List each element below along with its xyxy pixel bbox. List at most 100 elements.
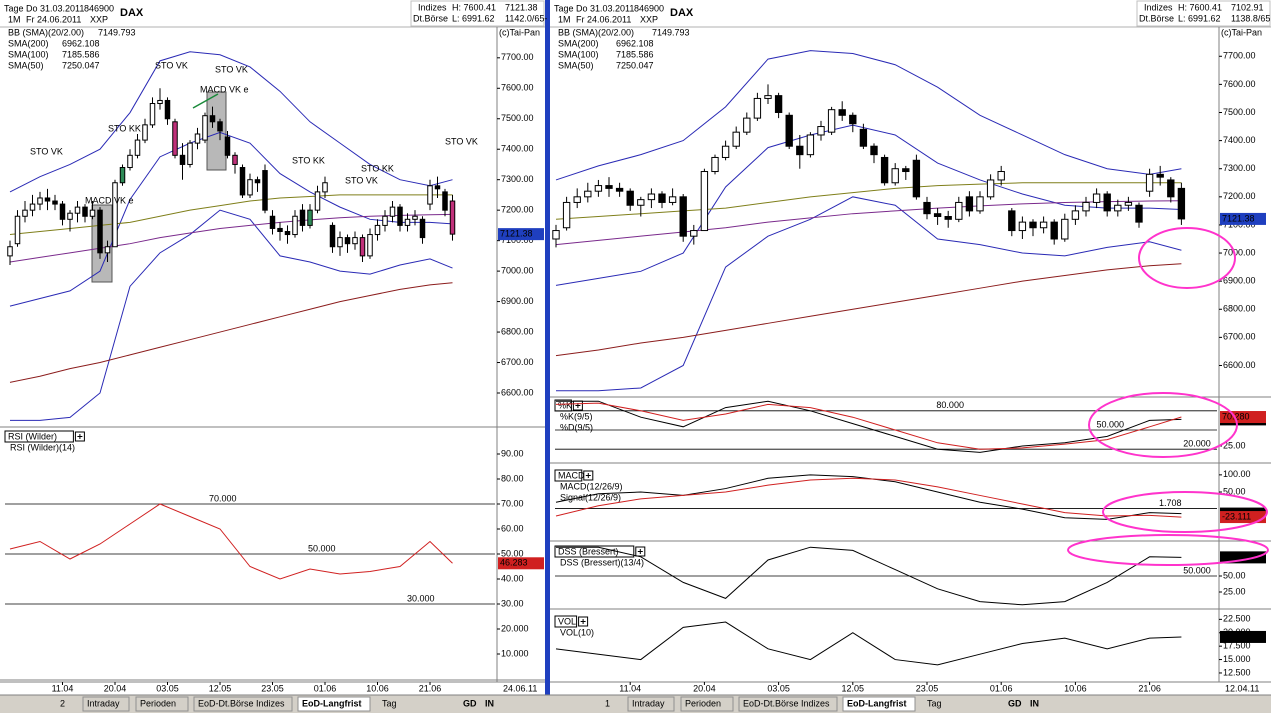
- x-tick-label: 20.04: [693, 683, 716, 693]
- legend-label: %K(9/5): [560, 411, 593, 421]
- header-end: Fr 24.06.2011: [26, 14, 81, 24]
- candle-body: [224, 136, 231, 156]
- candle-body: [97, 209, 103, 254]
- tab[interactable]: [738, 696, 838, 712]
- tab-label[interactable]: Intraday: [87, 698, 120, 708]
- copyright: (c)Tai-Pan: [1221, 27, 1262, 37]
- legend-label: Signal(12/26/9): [560, 492, 621, 502]
- last-value-label: 46.283: [500, 558, 528, 568]
- candle-body: [637, 199, 645, 206]
- candle-body: [626, 190, 634, 206]
- tab-number: 1: [605, 698, 610, 708]
- y-tick-label: 6600.00: [1223, 360, 1256, 370]
- candle-body: [721, 145, 730, 158]
- candle-body: [127, 154, 133, 169]
- toolbar-button[interactable]: IN: [485, 698, 494, 708]
- tab[interactable]: [135, 696, 189, 712]
- x-tick-label: 10.06: [366, 683, 389, 693]
- candle-body: [254, 179, 261, 184]
- tab-label[interactable]: Intraday: [632, 698, 665, 708]
- candle-body: [615, 187, 624, 192]
- toolbar-button[interactable]: IN: [1030, 698, 1039, 708]
- candle-body: [67, 212, 73, 220]
- panel-title-box: [554, 545, 635, 558]
- annotation: STO KK: [108, 123, 141, 133]
- period-select[interactable]: Tag: [382, 698, 397, 708]
- candle-body: [976, 196, 984, 212]
- y-tick-label: 6800.00: [1223, 304, 1256, 314]
- y-tick-label: 7700.00: [501, 52, 534, 62]
- candle-body: [838, 109, 846, 116]
- panel-title: RSI (Wilder): [8, 431, 57, 441]
- tab-label[interactable]: EoD-Dt.Börse Indizes: [198, 698, 285, 708]
- tab-label[interactable]: EoD-Langfrist: [302, 698, 362, 708]
- y-tick-label: 7200.00: [1223, 191, 1256, 201]
- panel-button-plus: [637, 549, 643, 554]
- candle-body: [209, 115, 216, 123]
- x-tick-label: 10.06: [1064, 683, 1087, 693]
- indicator-line: [555, 182, 1182, 220]
- tab-label[interactable]: EoD-Dt.Börse Indizes: [743, 698, 830, 708]
- annotation: MACD VK e: [200, 84, 249, 94]
- header-last: 7121.38: [505, 2, 538, 12]
- legend-label: SMA(50): [8, 60, 44, 70]
- tab[interactable]: [627, 696, 675, 712]
- candle-body: [7, 246, 13, 257]
- candle-body: [44, 197, 51, 202]
- legend-value: 7185.586: [616, 49, 654, 59]
- candle-body: [104, 246, 111, 254]
- y-tick-label: 7000.00: [501, 265, 534, 275]
- tab[interactable]: [193, 696, 293, 712]
- y-tick-label: 70.00: [501, 498, 524, 508]
- highlight-ellipse: [1102, 491, 1268, 533]
- candle-body: [142, 124, 148, 141]
- tab[interactable]: [842, 696, 916, 712]
- tab[interactable]: [82, 696, 130, 712]
- candle-body: [1167, 179, 1175, 198]
- candle-body: [292, 215, 298, 236]
- tab-label[interactable]: Perioden: [685, 698, 721, 708]
- x-tick-label: 23.05: [261, 683, 284, 693]
- tab-label[interactable]: EoD-Langfrist: [847, 698, 907, 708]
- candle-body: [374, 224, 381, 236]
- candle-body: [427, 185, 433, 205]
- x-tick-label: 01.06: [990, 683, 1013, 693]
- candle-body: [134, 139, 141, 156]
- legend-label: DSS (Bressert)(13/4): [560, 557, 644, 567]
- candle-body: [997, 171, 1005, 181]
- candle-body: [743, 117, 751, 133]
- annotation: STO VK: [30, 146, 63, 156]
- candle-body: [337, 237, 343, 248]
- candle-body: [1145, 173, 1154, 192]
- candle-body: [187, 142, 193, 165]
- candle-body: [344, 237, 351, 245]
- candle-body: [1061, 218, 1069, 240]
- x-tick-label: 11.04: [619, 683, 641, 693]
- indicator-line: [9, 194, 453, 236]
- y-tick-label: 15.000: [1223, 654, 1251, 664]
- period-select[interactable]: Tag: [927, 698, 942, 708]
- candle-body: [389, 206, 396, 217]
- y-tick-label: 90.00: [501, 448, 524, 458]
- tab[interactable]: [297, 696, 371, 712]
- y-tick-label: 50.00: [1223, 570, 1246, 580]
- annotation: STO KK: [361, 163, 394, 173]
- candle-body: [753, 97, 762, 119]
- toolbar-button[interactable]: GD: [1008, 698, 1022, 708]
- candle-body: [217, 121, 223, 132]
- highlight-ellipse: [1138, 227, 1236, 289]
- toolbar-button[interactable]: GD: [463, 698, 477, 708]
- candle-body: [179, 154, 186, 165]
- legend-label: MACD(12/26/9): [560, 481, 623, 491]
- candle-body: [668, 196, 677, 203]
- panel-title: VOL: [558, 616, 576, 626]
- candle-body: [955, 201, 963, 220]
- candle-body: [1082, 201, 1090, 212]
- indicator-line: [9, 51, 453, 193]
- candle-body: [89, 209, 96, 217]
- candle-body: [82, 206, 88, 217]
- tab[interactable]: [680, 696, 734, 712]
- tab-label[interactable]: Perioden: [140, 698, 176, 708]
- y-tick-label: 17.500: [1223, 641, 1251, 651]
